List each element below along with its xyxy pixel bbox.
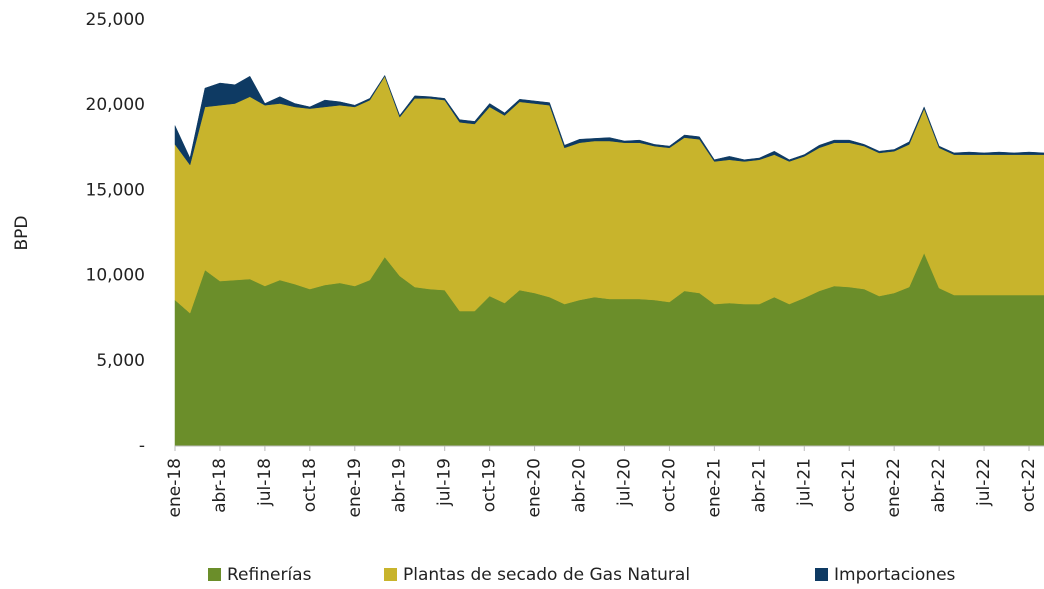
- x-tick-label: jul-18: [255, 458, 275, 507]
- x-tick-label: ene-22: [884, 458, 904, 517]
- x-tick-label: abr-18: [210, 458, 230, 513]
- x-tick-label: oct-21: [839, 458, 859, 512]
- x-tick-label: ene-21: [704, 458, 724, 517]
- y-tick-label: -: [139, 436, 145, 456]
- legend-label: Importaciones: [834, 565, 956, 585]
- legend-label: Refinerías: [227, 565, 312, 585]
- x-tick-label: oct-22: [1019, 458, 1039, 512]
- y-tick-label: 5,000: [96, 351, 145, 371]
- x-tick-label: jul-20: [614, 458, 634, 507]
- y-tick-label: 25,000: [86, 10, 145, 30]
- x-tick-label: abr-21: [749, 458, 769, 513]
- legend-label: Plantas de secado de Gas Natural: [403, 565, 690, 585]
- y-tick-label: 15,000: [86, 180, 145, 200]
- y-tick-label: 20,000: [86, 95, 145, 115]
- legend-swatch: [384, 568, 397, 581]
- x-tick-label: oct-20: [659, 458, 679, 512]
- x-tick-label: oct-18: [300, 458, 320, 512]
- x-tick-label: jul-21: [794, 458, 814, 507]
- x-tick-label: jul-22: [974, 458, 994, 507]
- y-axis-label: BPD: [12, 215, 32, 250]
- area: [174, 74, 1044, 166]
- legend-swatch: [815, 568, 828, 581]
- x-tick-label: abr-20: [570, 458, 590, 513]
- x-tick-label: ene-18: [165, 458, 185, 517]
- x-tick-label: oct-19: [480, 458, 500, 512]
- x-tick-label: ene-20: [525, 458, 545, 517]
- legend-swatch: [208, 568, 221, 581]
- y-tick-label: 10,000: [86, 266, 145, 286]
- x-tick-label: ene-19: [345, 458, 365, 517]
- x-tick-label: abr-22: [929, 458, 949, 513]
- x-tick-label: jul-19: [435, 458, 455, 507]
- x-tick-label: abr-19: [390, 458, 410, 513]
